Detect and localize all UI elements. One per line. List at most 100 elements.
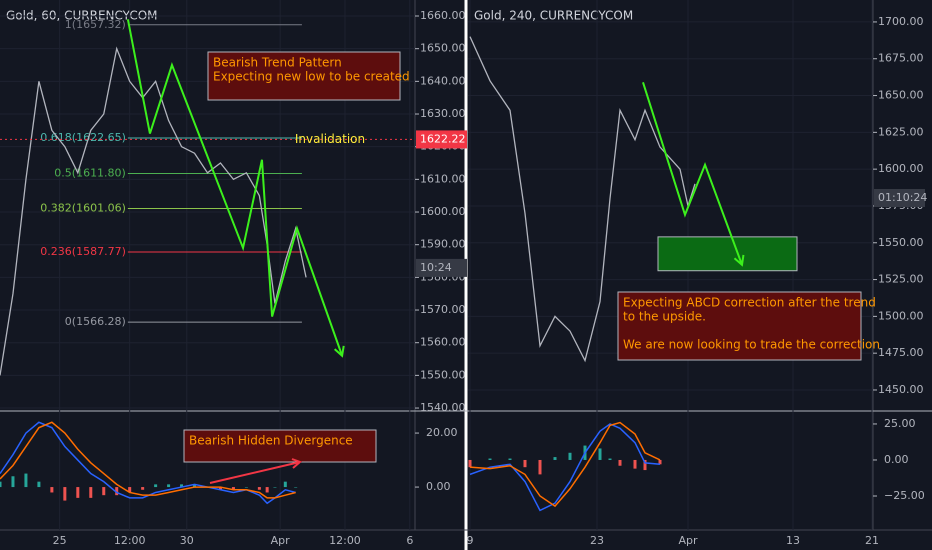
y-tick-label: 1600.00 <box>878 162 924 175</box>
y-tick-label: 1500.00 <box>878 309 924 322</box>
histogram-bar <box>89 487 93 498</box>
annotation-text: Expecting new low to be created <box>213 70 410 84</box>
histogram-bar <box>115 487 119 496</box>
fib-label: 1(1657.32) <box>65 18 126 31</box>
divergence-arrow <box>291 458 302 469</box>
histogram-bar <box>141 487 145 490</box>
x-tick-label: 30 <box>180 534 194 547</box>
fib-label: 0.618(1622.65) <box>40 131 126 144</box>
histogram-bar <box>24 473 28 488</box>
annotation-text: Bearish Trend Pattern <box>213 56 342 70</box>
histogram-bar <box>193 484 197 488</box>
histogram-bar <box>128 487 132 493</box>
annotation-text: Expecting ABCD correction after the tren… <box>623 296 876 310</box>
histogram-bar <box>180 484 184 488</box>
annotation: Bearish Hidden Divergence <box>183 429 377 463</box>
histogram-bar <box>231 487 235 490</box>
y-tick-label: 1650.00 <box>878 89 924 102</box>
pattern-line <box>126 19 344 357</box>
x-tick-label: 21 <box>865 534 879 547</box>
histogram-bar <box>643 459 647 471</box>
countdown-tag <box>416 258 467 277</box>
x-tick-label: Apr <box>271 534 291 547</box>
histogram-bar <box>598 448 602 460</box>
target-zone <box>657 236 798 272</box>
histogram-bar <box>568 452 572 460</box>
countdown-label: 10:24 <box>420 261 452 274</box>
osc-tick-label: 25.00 <box>884 417 916 430</box>
histogram-bar <box>283 481 287 488</box>
x-tick-label: Apr <box>678 534 698 547</box>
y-tick-label: 1650.00 <box>420 42 466 55</box>
annotation-text: We are now looking to trade the correcti… <box>623 338 880 352</box>
histogram-bar <box>265 487 269 493</box>
histogram-bar <box>63 487 67 501</box>
histogram-bar <box>76 487 80 498</box>
y-tick-label: 1540.00 <box>420 401 466 414</box>
y-tick-label: 1675.00 <box>878 52 924 65</box>
y-tick-label: 1590.00 <box>420 238 466 251</box>
invalidation-text: Invalidation <box>295 132 365 146</box>
y-tick-label: 1610.00 <box>420 172 466 185</box>
pattern-line <box>642 81 743 266</box>
osc-line <box>469 421 661 508</box>
x-tick-label: 25 <box>53 534 67 547</box>
osc-line <box>0 421 296 505</box>
histogram-bar <box>608 458 612 460</box>
annotation-text: to the upside. <box>623 310 706 324</box>
histogram-bar <box>523 459 527 468</box>
histogram-bar <box>167 484 171 488</box>
fib-label: 0.5(1611.80) <box>54 166 126 179</box>
x-tick-label: 13 <box>786 534 800 547</box>
histogram-bar <box>658 459 662 465</box>
chart-title: Gold, 240, CURRENCYCOM <box>474 9 633 23</box>
histogram-bar <box>508 458 512 460</box>
fib-label: 0.236(1587.77) <box>40 245 126 258</box>
histogram-bar <box>553 457 557 460</box>
y-tick-label: 1550.00 <box>878 236 924 249</box>
osc-line <box>0 421 296 499</box>
annotation-box <box>207 51 401 101</box>
annotation: Expecting ABCD correction after the tren… <box>617 291 880 361</box>
histogram-bar <box>633 459 637 469</box>
x-tick-label: 12:00 <box>114 534 146 547</box>
osc-tick-label: 20.00 <box>426 426 458 439</box>
fib-label: 0(1566.28) <box>65 315 126 328</box>
price-tag-label: 1622.22 <box>420 132 466 145</box>
x-tick-label: 23 <box>590 534 604 547</box>
histogram-bar <box>11 476 15 488</box>
y-tick-label: 1550.00 <box>420 368 466 381</box>
y-tick-label: 1450.00 <box>878 383 924 396</box>
fib-label: 0.382(1601.06) <box>40 202 126 215</box>
countdown-label: 01:10:24 <box>878 191 927 204</box>
histogram-bar <box>538 459 542 475</box>
histogram-bar <box>154 484 158 488</box>
price-line <box>0 46 307 376</box>
y-tick-label: 1660.00 <box>420 9 466 22</box>
y-tick-label: 1475.00 <box>878 346 924 359</box>
arrow-head <box>733 254 745 267</box>
y-tick-label: 1630.00 <box>420 107 466 120</box>
annotation-box <box>617 291 862 361</box>
y-tick-label: 1525.00 <box>878 273 924 286</box>
histogram-bar <box>488 458 492 460</box>
histogram-bar <box>294 487 298 488</box>
y-tick-label: 1625.00 <box>878 125 924 138</box>
osc-tick-label: −25.00 <box>884 489 925 502</box>
y-tick-label: 1700.00 <box>878 15 924 28</box>
x-tick-label: 12:00 <box>329 534 361 547</box>
histogram-bar <box>218 487 222 490</box>
y-tick-label: 1570.00 <box>420 303 466 316</box>
countdown-tag <box>874 189 925 208</box>
price-tag <box>416 130 467 149</box>
histogram-bar <box>244 487 248 488</box>
annotation-text: Bearish Hidden Divergence <box>189 434 353 448</box>
divergence-line <box>209 461 301 484</box>
histogram-bar <box>273 487 277 488</box>
osc-tick-label: 0.00 <box>426 480 451 493</box>
histogram-bar <box>0 481 2 488</box>
annotation-box <box>183 429 377 463</box>
